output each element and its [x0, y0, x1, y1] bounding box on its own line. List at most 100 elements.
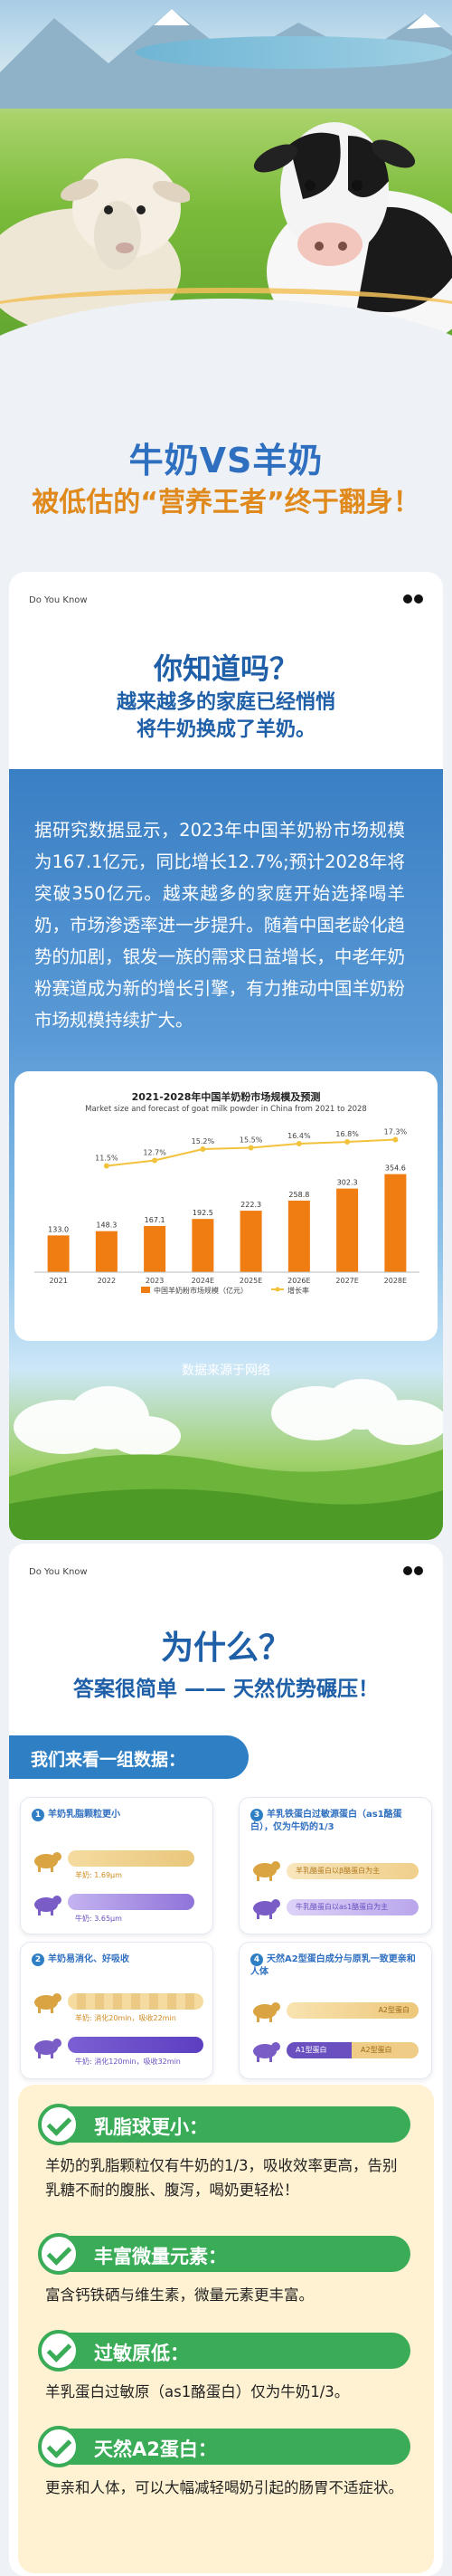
feature-item: 乳脂球更小： 羊奶的乳脂颗粒仅有牛奶的1/3，吸收效率更高，告别乳糖不耐的腹胀、… [38, 2104, 410, 2202]
data-banner-label: 我们来看一组数据： [31, 1750, 186, 1770]
feature-label: 丰富微量元素： [94, 2246, 227, 2267]
cow-value: 牛奶: 3.65μm [75, 1915, 122, 1923]
x-tick-label: 2025E [240, 1277, 262, 1285]
chart-bar [192, 1219, 214, 1272]
cell-title: 天然A2型蛋白成分与原乳一致更亲和人体 [250, 1954, 416, 1977]
feature-text: 羊奶的乳脂颗粒仅有牛奶的1/3，吸收效率更高，告别乳糖不耐的腹胀、腹泻，喝奶更轻… [45, 2157, 398, 2199]
hero-image [0, 0, 452, 380]
bar-value-label: 192.5 [193, 1209, 213, 1217]
main-subtitle: 被低估的“营养王者”终于翻身！ [32, 487, 420, 518]
market-chart: 2021-2028年中国羊奶粉市场规模及预测 Market size and f… [14, 1071, 438, 1341]
growth-point [248, 1145, 254, 1151]
cow-icon [34, 1896, 61, 1915]
question-heading: 你知道吗？ [153, 651, 298, 686]
line-value-label: 12.7% [143, 1149, 166, 1157]
chart-bar [287, 1200, 310, 1272]
chart-bar [95, 1231, 118, 1272]
line-value-label: 17.3% [384, 1128, 408, 1136]
cow-value: 牛奶: 消化120min，吸收32min [75, 2058, 181, 2066]
check-icon [38, 2233, 80, 2275]
legend-swatch-bar [141, 1287, 150, 1293]
market-paragraph: 据研究数据显示，2023年中国羊奶粉市场规模为167.1亿元，同比增长12.7%… [34, 820, 405, 1031]
line-value-label: 16.8% [335, 1130, 359, 1138]
x-tick-label: 2023 [146, 1277, 164, 1285]
growth-point [392, 1136, 399, 1143]
cell-title: 羊乳铁蛋白过敏源蛋白（as1酪蛋白），仅为牛奶的1/3 [250, 1810, 402, 1832]
comparison-cell-a2: 4 天然A2型蛋白成分与原乳一致更亲和人体 A2型蛋白 A1型蛋白 A2型蛋白 [239, 1942, 432, 2079]
bar-value-label: 167.1 [145, 1216, 165, 1224]
x-tick-label: 2024E [192, 1277, 214, 1285]
cow-a2-label: A2型蛋白 [352, 2042, 419, 2058]
comparison-cell-allergen: 3 羊乳铁蛋白过敏源蛋白（as1酪蛋白），仅为牛奶的1/3 羊乳酪蛋白以β酪蛋白为… [239, 1797, 432, 1934]
feature-label: 天然A2蛋白： [94, 2438, 217, 2460]
growth-point [296, 1141, 302, 1146]
feature-item: 丰富微量元素： 富含钙铁硒与维生素，微量元素更丰富。 [38, 2233, 410, 2307]
features-panel [18, 2085, 434, 2573]
cow-icon [253, 1899, 280, 1919]
feature-text: 富含钙铁硒与维生素，微量元素更丰富。 [45, 2286, 314, 2304]
goat-bar-label: A2型蛋白 [287, 2002, 419, 2019]
goat-bar-label: 羊乳酪蛋白以β酪蛋白为主 [287, 1863, 419, 1879]
x-tick-label: 2027E [335, 1277, 358, 1285]
chart-bar [336, 1188, 359, 1272]
main-title: 牛奶VS羊奶 [128, 441, 324, 480]
feature-label: 乳脂球更小： [94, 2116, 208, 2138]
goat-value: 羊奶: 消化20min，吸收22min [75, 2014, 176, 2022]
growth-point [103, 1163, 109, 1169]
do-you-know-card: Do You Know 你知道吗？ 越来越多的家庭已经悄悄 将牛奶换成了羊奶。 … [9, 572, 443, 1540]
cell-number: 1 [32, 1809, 44, 1821]
question-subline-2: 将牛奶换成了羊奶。 [136, 718, 315, 741]
bar-value-label: 302.3 [337, 1179, 358, 1187]
goat-icon [253, 1861, 280, 1881]
feature-text: 更亲和人体，可以大幅减轻喝奶引起的肠胃不适症状。 [45, 2479, 403, 2496]
feature-text: 羊乳蛋白过敏原（as1酪蛋白）仅为牛奶1/3。 [45, 2383, 350, 2400]
cell-number: 4 [250, 1953, 263, 1966]
chart-bar [240, 1211, 262, 1272]
section-label: Do You Know [29, 1567, 88, 1577]
section-label: Do You Know [29, 595, 88, 605]
why-heading: 为什么？ [160, 1630, 291, 1667]
bar-value-label: 148.3 [96, 1221, 117, 1230]
bar-value-label: 258.8 [288, 1191, 309, 1199]
x-tick-label: 2022 [98, 1277, 116, 1285]
dots-icon [403, 594, 423, 604]
line-value-label: 15.2% [192, 1137, 215, 1145]
check-icon [38, 2330, 80, 2372]
decorative-wave [0, 288, 452, 342]
why-card: Do You Know 为什么？ 答案很简单 —— 天然优势碾压！ 我们来看一组… [9, 1544, 443, 2576]
growth-point [200, 1146, 206, 1152]
cloud-meadow-illustration [9, 1379, 443, 1540]
comparison-cell-fat: 1 羊奶乳脂颗粒更小 羊奶: 1.69μm 牛奶: 3.65μm [20, 1797, 213, 1934]
cow-a1-label: A1型蛋白 [287, 2042, 352, 2058]
cow-icon [34, 2039, 61, 2058]
why-answer: 答案很简单 —— 天然优势碾压！ [72, 1678, 379, 1701]
hero-bottom-curve [0, 299, 452, 380]
data-banner: 我们来看一组数据： [9, 1735, 249, 1779]
lake [136, 36, 452, 69]
x-tick-label: 2021 [49, 1277, 67, 1285]
cow-icon [253, 2042, 280, 2062]
comparison-cell-digest: 2 羊奶易消化、好吸收 羊奶: 消化20min，吸收22min 牛奶: 消化120… [20, 1942, 213, 2079]
feature-label: 过敏原低： [94, 2343, 189, 2364]
x-tick-label: 2026E [287, 1277, 310, 1285]
chart-bar [384, 1174, 407, 1272]
growth-point [152, 1157, 158, 1164]
growth-point [344, 1139, 351, 1145]
legend-marker-line [275, 1287, 280, 1292]
legend-label-line: 增长率 [287, 1286, 309, 1295]
legend-label-bar: 中国羊奶粉市场规模（亿元） [154, 1286, 248, 1295]
question-subline-1: 越来越多的家庭已经悄悄 [116, 691, 335, 714]
bar-value-label: 222.3 [240, 1201, 261, 1209]
dots-icon [403, 1566, 423, 1575]
check-icon [38, 2104, 80, 2145]
goat-icon [34, 1993, 61, 2013]
goat-icon [253, 2002, 280, 2022]
cell-number: 2 [32, 1953, 44, 1966]
check-icon [38, 2426, 80, 2467]
data-source: 数据来源于网络 [182, 1364, 270, 1378]
chart-bar [47, 1235, 70, 1272]
bar-value-label: 354.6 [385, 1164, 406, 1173]
chart-subtitle: Market size and forecast of goat milk po… [85, 1105, 367, 1114]
cell-number: 3 [250, 1809, 263, 1821]
